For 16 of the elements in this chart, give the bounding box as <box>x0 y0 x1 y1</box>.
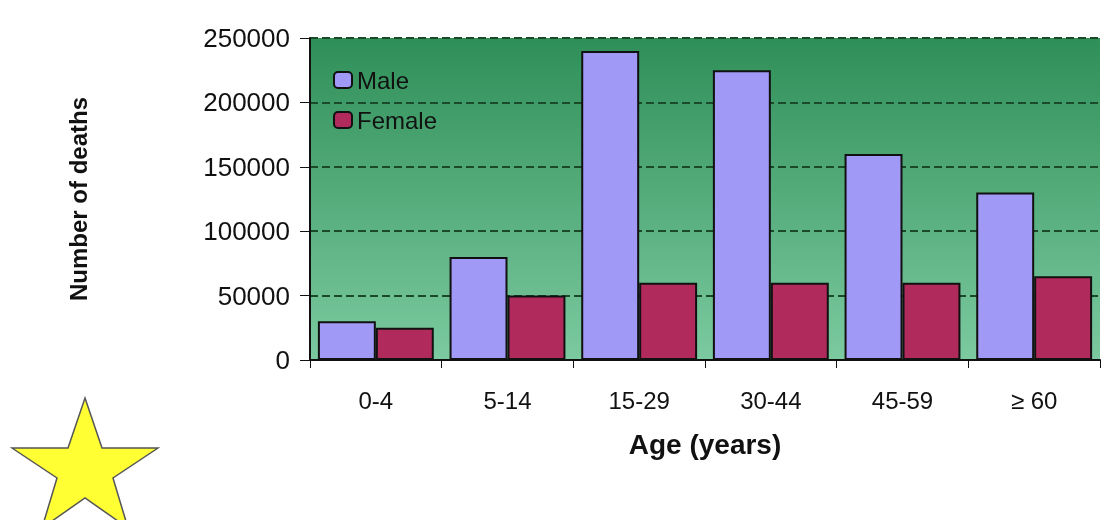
x-tick-label: 30-44 <box>740 386 802 414</box>
y-tick-label: 100000 <box>203 216 290 247</box>
x-tick-label: ≥ 60 <box>1010 386 1058 414</box>
x-tick-label: 45-59 <box>871 386 934 414</box>
y-tick-label: 200000 <box>203 87 290 118</box>
legend-label: Female <box>357 106 438 134</box>
x-axis-title: Age (years) <box>628 428 782 460</box>
y-tick-label: 250000 <box>203 23 290 53</box>
x-tick-label: 0-4 <box>358 386 394 414</box>
x-tick-label: 15-29 <box>608 386 670 414</box>
x-tick-label: 5-14 <box>483 386 532 414</box>
y-tick-label: 50000 <box>217 280 290 311</box>
y-axis-title: Number of deaths <box>64 96 92 302</box>
legend-label: Male <box>357 66 410 94</box>
y-tick-label: 150000 <box>203 151 290 182</box>
y-tick-label: 0 <box>275 345 290 375</box>
